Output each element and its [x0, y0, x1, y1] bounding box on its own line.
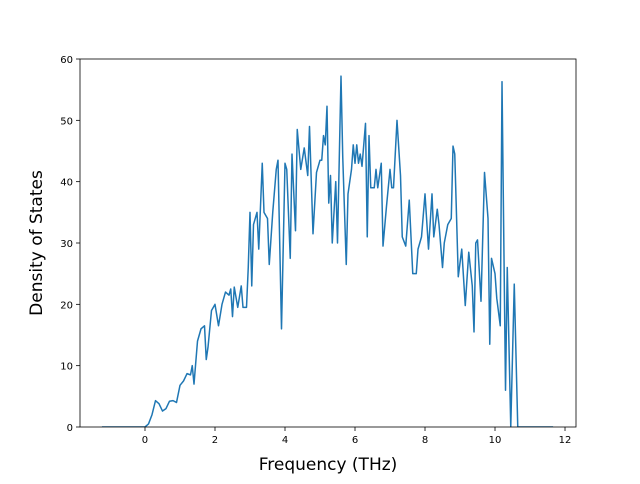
- x-tick-label: 2: [212, 435, 218, 446]
- data-line: [101, 75, 554, 427]
- y-tick-label: 60: [60, 55, 73, 66]
- x-tick-label: 6: [352, 435, 358, 446]
- y-tick-label: 10: [60, 362, 73, 373]
- x-axis-label: Frequency (THz): [259, 455, 398, 475]
- x-tick-label: 10: [489, 435, 502, 446]
- y-tick-label: 20: [60, 300, 73, 311]
- x-tick-label: 0: [142, 435, 148, 446]
- y-tick-label: 30: [60, 239, 73, 250]
- x-tick-label: 4: [282, 435, 288, 446]
- x-tick-label: 12: [559, 435, 572, 446]
- y-tick-label: 40: [60, 178, 73, 189]
- x-tick-label: 8: [422, 435, 428, 446]
- y-axis-label: Density of States: [27, 170, 47, 316]
- y-tick-label: 50: [60, 116, 73, 127]
- plot-frame: [79, 58, 577, 428]
- y-tick-label: 0: [67, 423, 73, 434]
